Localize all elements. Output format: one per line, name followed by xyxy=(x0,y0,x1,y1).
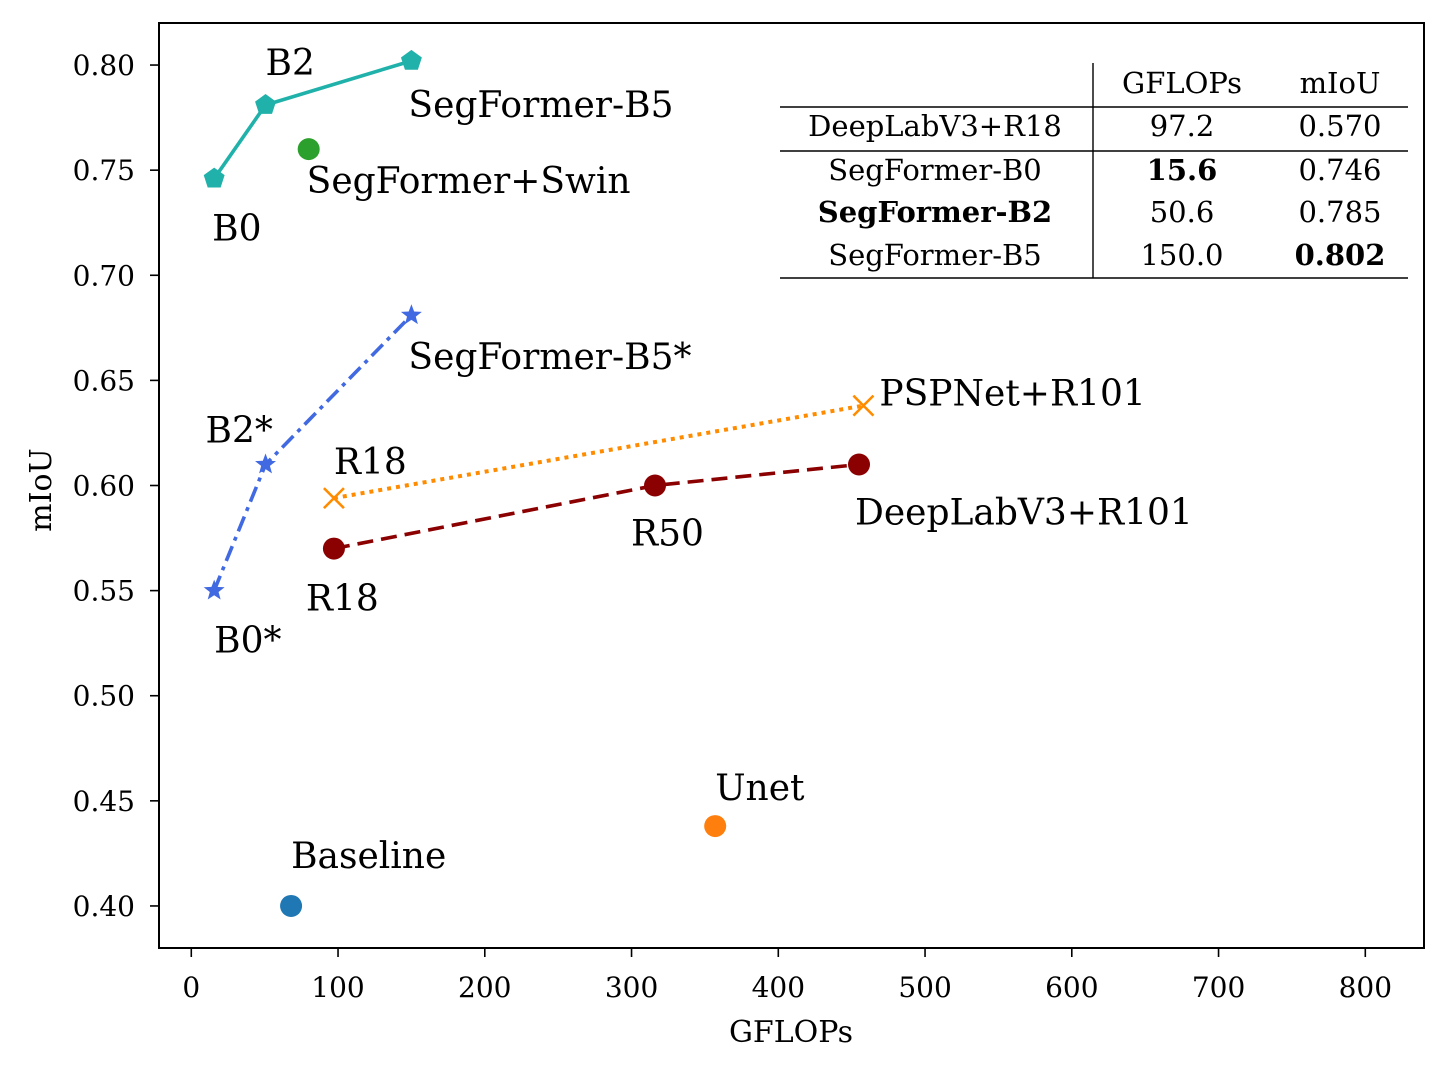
x-tick-label: 600 xyxy=(1045,971,1098,1004)
data-label: Unet xyxy=(715,768,805,809)
plot-frame xyxy=(158,22,1425,949)
axis-ticks: 0 100 200 300 400 500 600 700 800 0.40 0.45 0.50 0.5… xyxy=(73,49,1392,1004)
series-markers xyxy=(203,49,875,917)
y-tick-label: 0.55 xyxy=(73,575,135,608)
x-tick-label: 800 xyxy=(1339,971,1392,1004)
x-tick-label: 100 xyxy=(311,971,364,1004)
data-label: B0* xyxy=(214,621,281,662)
data-label: Baseline xyxy=(291,836,446,877)
table-cell: 0.746 xyxy=(1298,153,1381,187)
y-tick-label: 0.65 xyxy=(73,364,135,397)
data-label: SegFormer-B5 xyxy=(408,85,673,126)
table-cell: SegFormer-B0 xyxy=(828,153,1042,187)
table-cell: DeepLabV3+R18 xyxy=(808,109,1062,143)
data-point xyxy=(255,453,276,474)
x-tick-label: 0 xyxy=(182,971,200,1004)
data-point xyxy=(203,579,225,600)
x-tick-label: 400 xyxy=(752,971,805,1004)
table-header: GFLOPs xyxy=(1122,66,1242,100)
data-label: B2* xyxy=(206,410,273,451)
x-tick-label: 300 xyxy=(605,971,658,1004)
data-point xyxy=(644,474,667,497)
y-tick-label: 0.75 xyxy=(73,154,135,187)
y-tick-label: 0.60 xyxy=(73,470,135,503)
table-cell: 97.2 xyxy=(1150,109,1215,143)
table-cell: 0.570 xyxy=(1298,109,1381,143)
y-tick-label: 0.70 xyxy=(73,259,135,292)
data-label: B0 xyxy=(212,209,261,250)
table-cell: 15.6 xyxy=(1147,153,1218,187)
y-tick-label: 0.50 xyxy=(73,680,135,713)
data-point xyxy=(852,394,875,417)
data-label: B2 xyxy=(266,43,315,84)
data-point xyxy=(280,894,303,917)
comparison-table: GFLOPs mIoU DeepLabV3+R18 97.2 0.570 SegForme… xyxy=(780,63,1408,279)
table-cell: SegFormer-B5 xyxy=(828,238,1042,272)
x-axis-label: GFLOPs xyxy=(729,1015,853,1050)
data-point xyxy=(255,93,276,114)
data-point xyxy=(400,304,422,325)
y-tick-label: 0.40 xyxy=(73,890,135,923)
x-tick-label: 200 xyxy=(458,971,511,1004)
data-point xyxy=(297,138,320,161)
point-labels: B0 B2 SegFormer-B5 B0* B2* SegFormer-B5* R18 PS… xyxy=(206,43,1193,877)
table-cell: 150.0 xyxy=(1140,238,1223,272)
x-tick-label: 700 xyxy=(1192,971,1245,1004)
table-cell: 50.6 xyxy=(1150,195,1215,229)
table-header: mIoU xyxy=(1300,66,1381,100)
y-tick-label: 0.45 xyxy=(73,785,135,818)
table-cell: 0.785 xyxy=(1298,195,1381,229)
data-label: SegFormer-B5* xyxy=(408,337,691,378)
data-point xyxy=(323,487,345,510)
table-cell: SegFormer-B2 xyxy=(818,195,1052,229)
data-point xyxy=(704,815,727,838)
data-label: R18 xyxy=(334,442,407,483)
data-label: DeepLabV3+R101 xyxy=(855,492,1193,533)
data-label: R18 xyxy=(306,579,379,620)
y-axis-label: mIoU xyxy=(24,448,59,532)
data-point xyxy=(400,49,422,70)
table-cell: 0.802 xyxy=(1295,238,1386,272)
data-point xyxy=(322,537,345,560)
data-label: PSPNet+R101 xyxy=(879,374,1145,415)
y-tick-label: 0.80 xyxy=(73,49,135,82)
data-point xyxy=(848,453,871,476)
data-label: SegFormer+Swin xyxy=(307,161,631,202)
data-label: R50 xyxy=(631,514,704,555)
x-tick-label: 500 xyxy=(898,971,951,1004)
data-point xyxy=(203,167,225,188)
